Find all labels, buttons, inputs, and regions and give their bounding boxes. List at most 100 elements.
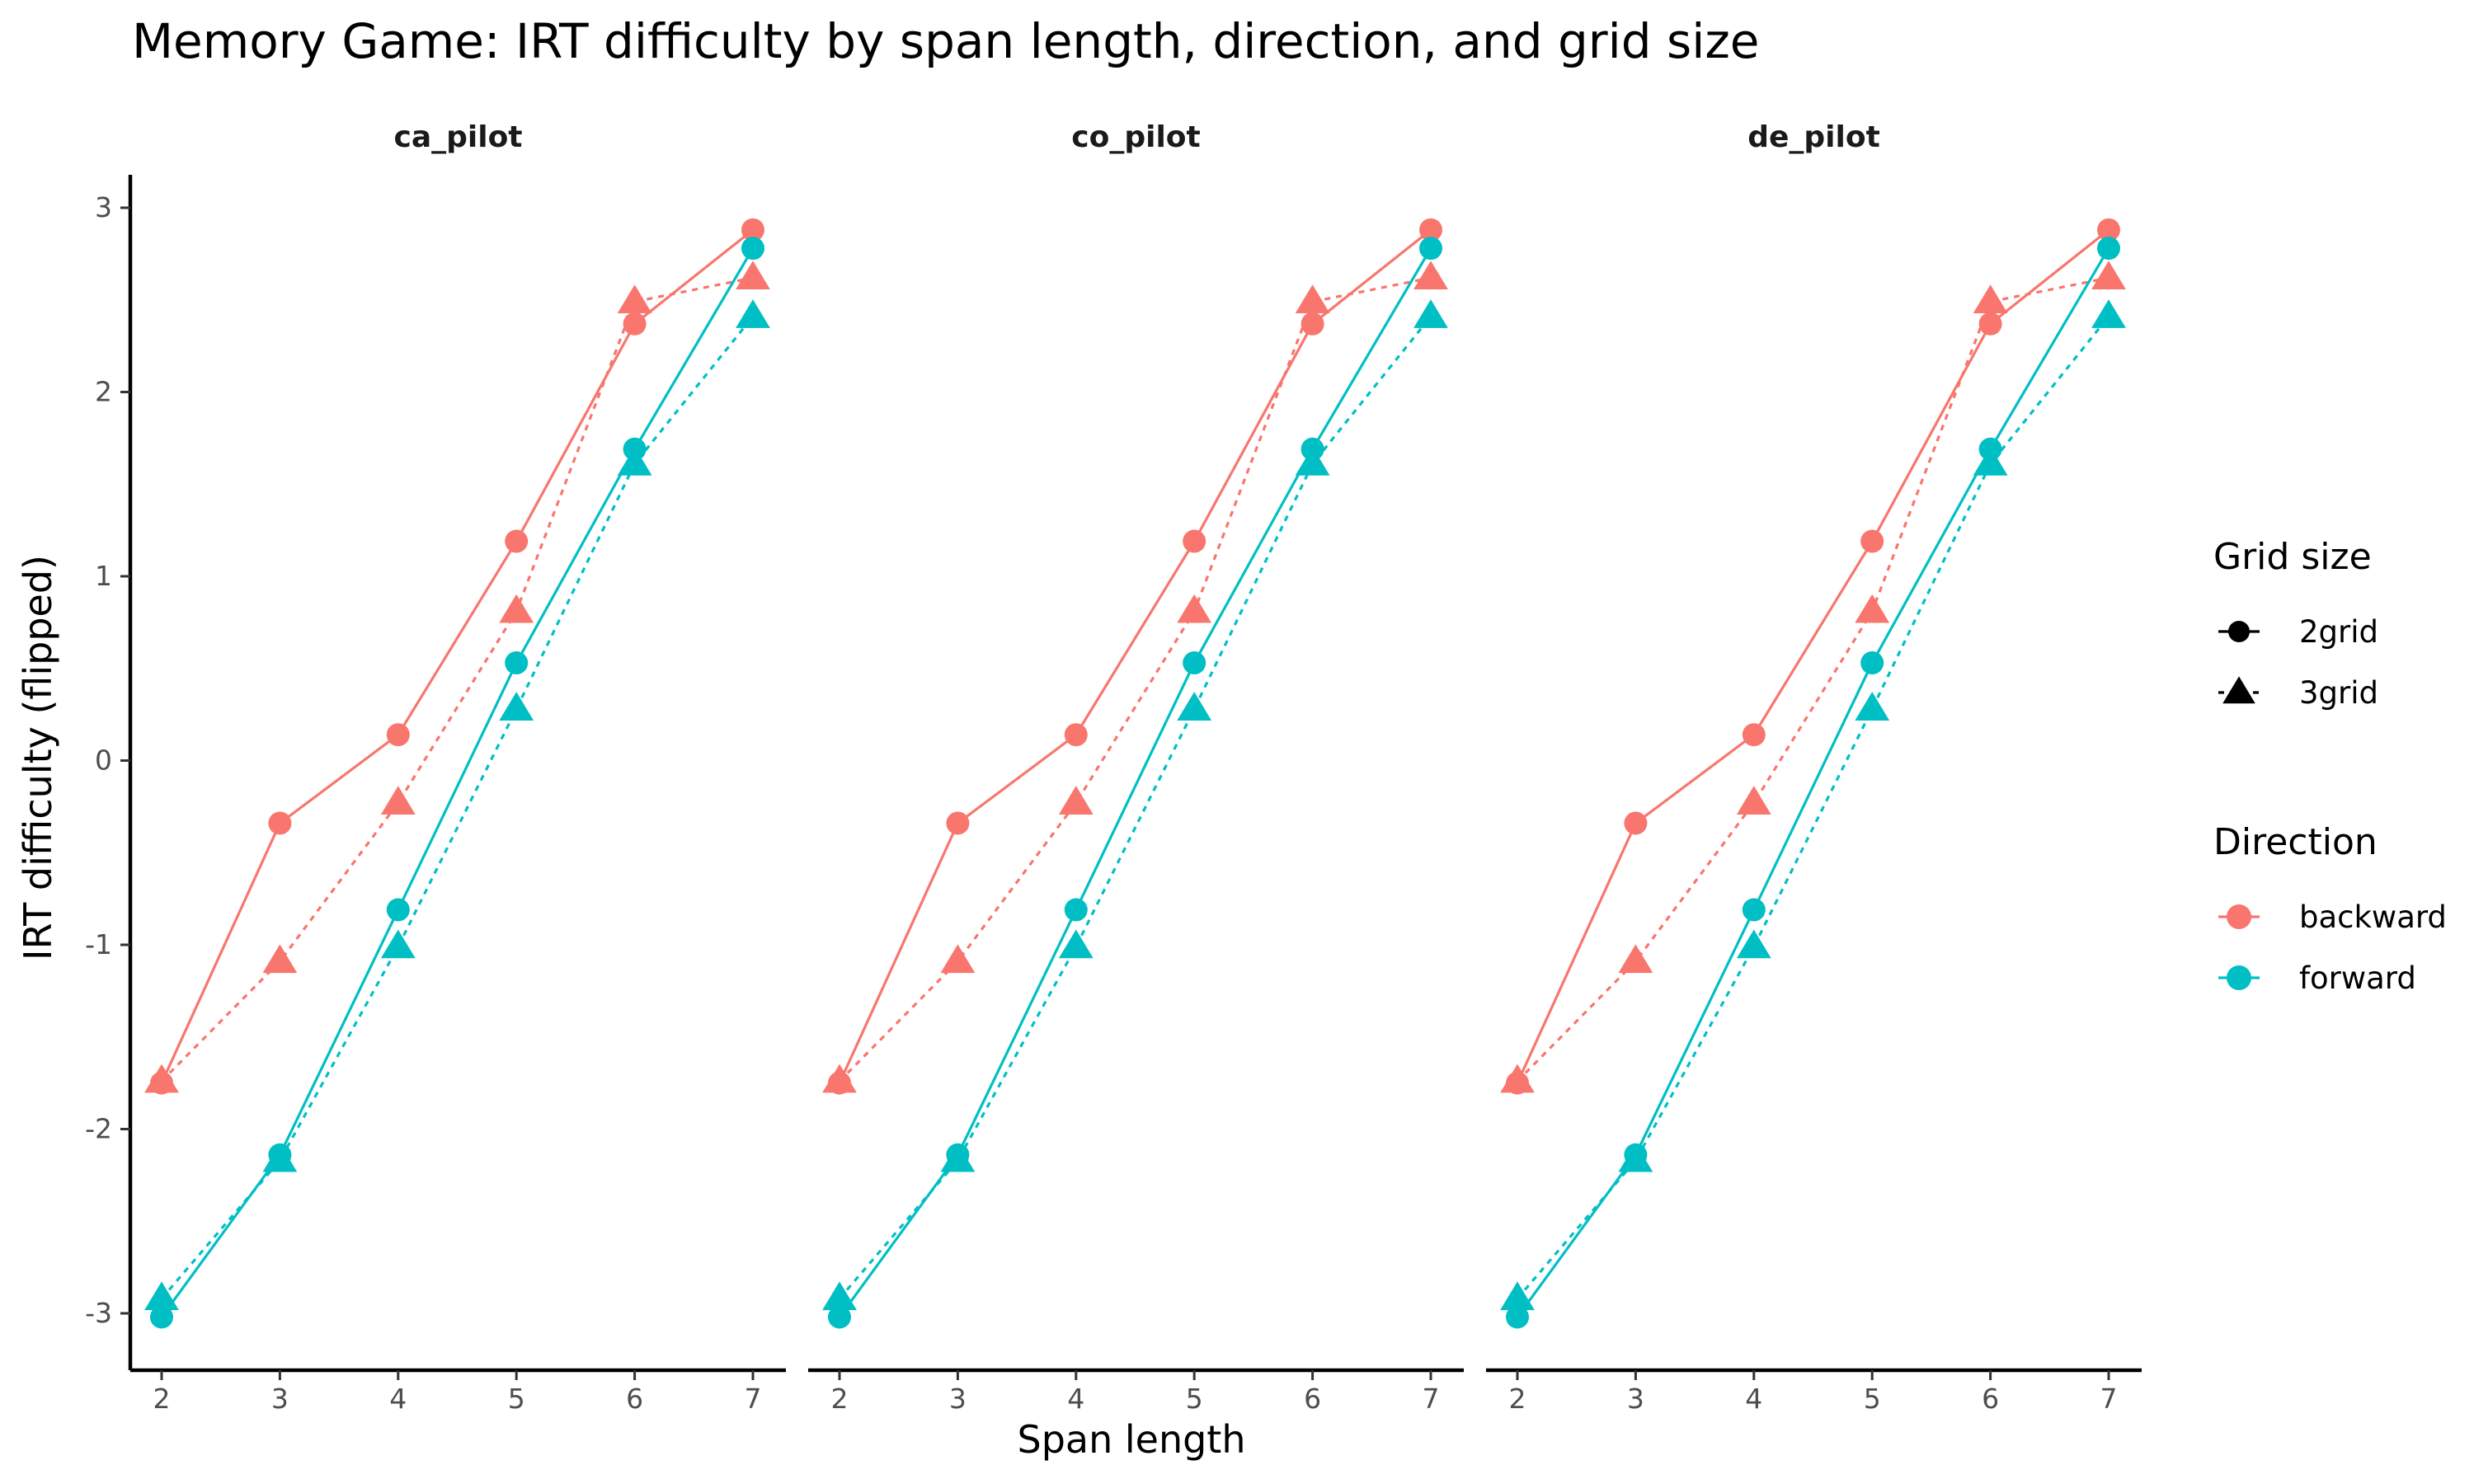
point-backward-3grid [1855, 594, 1890, 623]
legend-grid-title: Grid size [2213, 536, 2372, 578]
x-tick-label: 2 [1509, 1383, 1526, 1415]
point-backward-2grid [1183, 529, 1206, 553]
y-tick-label: 3 [95, 191, 112, 223]
x-tick-label: 2 [153, 1383, 171, 1415]
point-forward-3grid [499, 692, 534, 721]
legend-grid-items: 2grid 3grid [2218, 614, 2378, 711]
point-backward-3grid [262, 944, 298, 974]
point-backward-2grid [505, 529, 529, 553]
point-forward-3grid [1973, 446, 2008, 476]
point-backward-3grid [2091, 261, 2126, 289]
x-tick-label: 5 [1864, 1383, 1881, 1415]
legend-label: backward [2299, 899, 2447, 935]
point-forward-3grid [1618, 1143, 1653, 1172]
y-tick-label: 1 [95, 560, 112, 592]
point-forward-3grid [1058, 929, 1094, 959]
legend-label: forward [2299, 960, 2416, 996]
point-backward-3grid [822, 1064, 857, 1093]
point-forward-3grid [736, 299, 770, 328]
point-forward-3grid [262, 1143, 298, 1172]
point-forward-2grid [1419, 237, 1442, 261]
x-tick-label: 5 [1186, 1383, 1203, 1415]
legend-item-forward: forward [2218, 960, 2416, 996]
point-forward-3grid [940, 1143, 976, 1172]
series-line-backward-2grid [1516, 228, 2109, 1084]
point-backward-3grid [940, 944, 976, 974]
x-tick-label: 5 [508, 1383, 525, 1415]
point-backward-2grid [386, 723, 410, 747]
legend-label: 2grid [2299, 614, 2378, 650]
legend-item-3grid: 3grid [2218, 675, 2378, 711]
point-backward-3grid [617, 284, 652, 314]
x-tick-label: 4 [389, 1383, 407, 1415]
y-tick-label: -3 [85, 1297, 112, 1329]
legend-key-triangle [2222, 676, 2255, 704]
point-backward-3grid [1177, 594, 1212, 623]
series-line-forward-3grid [160, 315, 755, 1300]
series-line-backward-3grid [838, 276, 1432, 1082]
point-forward-3grid [2091, 299, 2126, 328]
series-line-backward-2grid [160, 228, 754, 1084]
series-line-forward-2grid [1516, 247, 2110, 1318]
facet-panel-ca_pilot: ca_pilot 2 3 4 5 6 7 -3 -2 -1 0 1 2 3 [85, 120, 786, 1415]
chart-title: Memory Game: IRT difficulty by span leng… [132, 13, 1759, 69]
point-forward-2grid [741, 237, 764, 261]
x-tick-label: 2 [831, 1383, 849, 1415]
x-tick-label: 7 [1423, 1383, 1440, 1415]
x-tick-label: 6 [1304, 1383, 1321, 1415]
x-tick-label: 7 [2100, 1383, 2118, 1415]
point-forward-2grid [1183, 651, 1206, 675]
legend-key-circle [2228, 621, 2250, 642]
point-forward-3grid [822, 1281, 857, 1311]
x-tick-label: 3 [1627, 1383, 1644, 1415]
point-forward-3grid [617, 446, 652, 476]
series-line-forward-3grid [1516, 315, 2110, 1300]
point-forward-3grid [1177, 692, 1212, 721]
point-forward-3grid [1295, 446, 1330, 476]
point-forward-3grid [1413, 299, 1448, 328]
point-backward-2grid [1624, 811, 1648, 835]
x-axis-title: Span length [1018, 1417, 1246, 1462]
point-backward-2grid [1742, 723, 1766, 747]
y-tick-label: 0 [95, 744, 112, 777]
point-backward-3grid [1500, 1064, 1535, 1093]
point-backward-2grid [2097, 218, 2120, 242]
facet-strip-label: co_pilot [1071, 120, 1200, 154]
facet-strip-label: ca_pilot [393, 120, 522, 154]
point-forward-3grid [1500, 1281, 1535, 1311]
legend-direction-title: Direction [2213, 821, 2378, 863]
point-backward-3grid [1618, 944, 1653, 974]
point-backward-3grid [1295, 284, 1330, 314]
point-backward-3grid [1736, 786, 1771, 815]
point-forward-2grid [1064, 898, 1088, 922]
point-backward-2grid [1419, 218, 1442, 242]
point-backward-2grid [1300, 312, 1324, 336]
x-tick-label: 7 [745, 1383, 762, 1415]
facet-panel-de_pilot: de_pilot 2 3 4 5 6 7 [1486, 120, 2142, 1415]
point-forward-2grid [1742, 898, 1766, 922]
point-forward-2grid [828, 1305, 851, 1329]
facet-panel-co_pilot: co_pilot 2 3 4 5 6 7 [808, 120, 1464, 1415]
point-backward-2grid [1978, 312, 2002, 336]
y-tick-label: -1 [85, 928, 112, 960]
series-line-forward-2grid [838, 247, 1432, 1318]
series-line-backward-2grid [838, 228, 1432, 1084]
point-backward-2grid [946, 811, 970, 835]
point-backward-3grid [499, 594, 534, 623]
point-forward-3grid [1855, 692, 1890, 721]
series-line-backward-3grid [160, 276, 754, 1082]
x-tick-label: 3 [949, 1383, 967, 1415]
series-line-forward-2grid [160, 247, 755, 1318]
y-axis-title: IRT difficulty (flipped) [16, 555, 60, 960]
point-backward-2grid [623, 312, 647, 336]
point-backward-2grid [1064, 723, 1088, 747]
legend-key-circle [2227, 965, 2251, 990]
point-backward-3grid [1973, 284, 2008, 314]
x-tick-label: 4 [1745, 1383, 1762, 1415]
legend-item-backward: backward [2218, 899, 2447, 935]
point-backward-3grid [380, 786, 416, 815]
legend-key-circle [2227, 904, 2251, 929]
point-forward-2grid [1506, 1305, 1529, 1329]
legend-item-2grid: 2grid [2218, 614, 2378, 650]
series-line-forward-3grid [838, 315, 1432, 1300]
